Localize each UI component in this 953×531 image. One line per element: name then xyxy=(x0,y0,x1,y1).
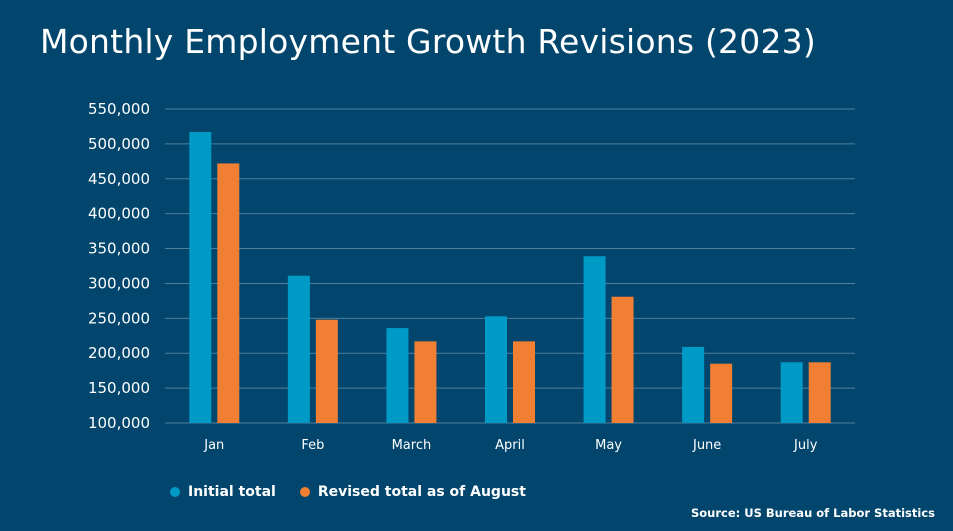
bar-revised-july xyxy=(808,362,831,423)
legend-item-revised: Revised total as of August xyxy=(299,484,526,500)
legend: Initial total Revised total as of August xyxy=(170,484,526,500)
y-tick-label: 350,000 xyxy=(88,240,150,258)
y-tick-label: 400,000 xyxy=(88,205,150,223)
bar-revised-march xyxy=(414,341,437,423)
y-tick-label: 200,000 xyxy=(88,344,150,362)
y-tick-label: 300,000 xyxy=(88,274,150,292)
legend-item-initial: Initial total xyxy=(170,484,276,500)
bar-initial-july xyxy=(780,362,803,423)
bar-revised-jan xyxy=(217,163,240,423)
x-tick-label: June xyxy=(692,438,721,453)
x-tick-label: Jan xyxy=(203,438,224,453)
bar-revised-april xyxy=(513,341,535,423)
bar-revised-may xyxy=(611,296,634,423)
bar-initial-april xyxy=(485,316,507,423)
bar-initial-march xyxy=(386,328,409,423)
bar-initial-feb xyxy=(287,275,310,423)
y-tick-label: 500,000 xyxy=(88,135,150,153)
bar-revised-feb xyxy=(315,319,338,423)
y-tick-label: 550,000 xyxy=(88,100,150,118)
legend-swatch-revised xyxy=(299,487,310,497)
bar-initial-june xyxy=(682,346,705,423)
y-tick-label: 100,000 xyxy=(88,414,150,432)
x-tick-label: April xyxy=(495,438,525,453)
x-tick-label: March xyxy=(392,438,432,453)
y-tick-label: 450,000 xyxy=(88,170,150,188)
source-note: Source: US Bureau of Labor Statistics xyxy=(691,506,935,520)
x-tick-label: July xyxy=(793,438,818,453)
y-tick-label: 150,000 xyxy=(88,379,150,397)
chart-title: Monthly Employment Growth Revisions (202… xyxy=(40,22,816,61)
legend-swatch-initial xyxy=(170,487,180,497)
x-tick-label: May xyxy=(595,438,622,453)
bar-revised-june xyxy=(710,363,733,423)
bar-initial-may xyxy=(583,256,606,423)
bar-initial-jan xyxy=(189,132,212,423)
y-tick-label: 250,000 xyxy=(88,309,150,327)
legend-label-initial: Initial total xyxy=(188,484,276,500)
legend-label-revised: Revised total as of August xyxy=(317,484,526,500)
x-tick-label: Feb xyxy=(301,438,324,453)
